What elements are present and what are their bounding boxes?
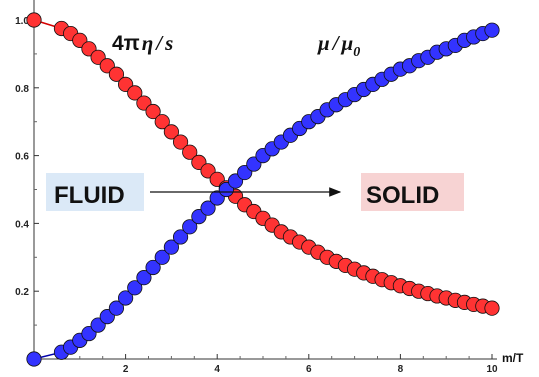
data-point xyxy=(172,134,189,150)
y-tick-label: 1.0 xyxy=(15,16,29,27)
data-point xyxy=(108,300,125,316)
y-tick-label: 0.2 xyxy=(15,287,29,298)
data-point xyxy=(136,270,152,286)
x-tick-label: 4 xyxy=(214,364,220,375)
data-point xyxy=(182,144,198,160)
series-red-eta-over-s xyxy=(26,12,500,316)
x-tick-label: 6 xyxy=(306,364,312,375)
data-point xyxy=(200,200,216,216)
series-label-eta: 4πη / s xyxy=(112,31,173,55)
fluid-box xyxy=(46,173,144,211)
x-ticks: 2 4 6 8 10 xyxy=(56,354,498,375)
solid-label: SOLID xyxy=(366,182,439,209)
data-point xyxy=(145,103,161,120)
x-tick-label: 8 xyxy=(398,364,404,375)
data-point xyxy=(26,351,42,367)
fluid-label: FLUID xyxy=(54,182,125,209)
data-point xyxy=(108,66,125,82)
data-point xyxy=(145,259,161,276)
series-blue-mu-over-mu0 xyxy=(26,22,500,367)
y-tick-label: 0.4 xyxy=(15,219,29,230)
data-point xyxy=(172,229,189,245)
y-ticks: 0.2 0.4 0.6 0.8 1.0 xyxy=(15,16,39,326)
y-tick-label: 0.8 xyxy=(15,84,29,95)
data-point xyxy=(154,114,170,130)
x-axis-title: m/T xyxy=(502,351,524,365)
data-point xyxy=(484,300,500,316)
data-point xyxy=(484,22,500,38)
data-point xyxy=(182,219,198,235)
data-point xyxy=(118,290,134,306)
solid-annotation: SOLID xyxy=(361,173,464,211)
data-point xyxy=(154,249,170,265)
solid-box xyxy=(361,173,464,211)
fluid-annotation: FLUID xyxy=(46,173,144,211)
data-point xyxy=(127,280,143,296)
data-point xyxy=(26,12,42,28)
x-tick-label: 10 xyxy=(486,364,498,375)
x-tick-label: 2 xyxy=(123,364,129,375)
axes xyxy=(33,0,497,360)
data-point xyxy=(163,239,179,255)
y-tick-label: 0.6 xyxy=(15,152,29,163)
series-label-mu: μ / μ0 xyxy=(317,31,360,60)
data-point xyxy=(163,124,179,140)
data-point xyxy=(127,85,143,101)
